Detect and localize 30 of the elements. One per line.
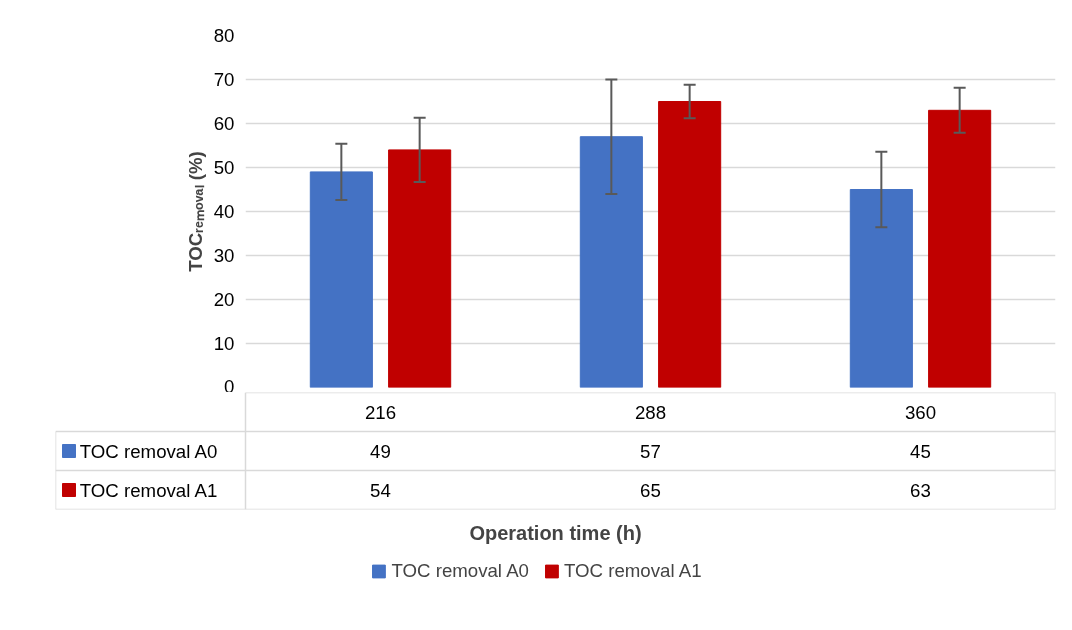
- y-axis-title: TOCᵣₑₘₒᵥₐₗ (%): [184, 151, 206, 272]
- bar: [928, 109, 992, 388]
- y-tick-label: 30: [213, 245, 235, 266]
- x-tick-label: 360: [904, 401, 937, 423]
- y-tick-label: 0: [224, 375, 235, 397]
- bar: [579, 136, 643, 388]
- y-tick-label: 80: [213, 25, 235, 46]
- y-tick-label: 20: [213, 289, 235, 310]
- x-tick-label: 216: [364, 401, 397, 423]
- data-label: 49: [370, 440, 391, 462]
- bar: [658, 101, 722, 388]
- data-label: 54: [370, 479, 391, 501]
- legend-label: TOC removal A0: [79, 440, 218, 462]
- text: TOC removal A1: [79, 479, 218, 501]
- y-tick-label: 40: [213, 201, 235, 222]
- data-label: 57: [640, 440, 661, 462]
- y-tick-label: 60: [213, 113, 235, 134]
- y-tick-label: 50: [213, 157, 235, 178]
- data-label: 45: [910, 440, 931, 462]
- data-label: 65: [640, 479, 661, 501]
- legend-label: TOC removal A1: [564, 560, 702, 582]
- bar: [309, 171, 373, 388]
- x-tick-label: 288: [634, 401, 667, 423]
- x-axis-title: Operation time (h): [469, 521, 642, 544]
- text: TOC removal A0: [391, 560, 529, 581]
- bar: [849, 189, 913, 388]
- data-label: 63: [910, 479, 931, 501]
- bar: [388, 149, 452, 388]
- y-tick-label: 10: [213, 333, 235, 354]
- y-tick-label: 70: [213, 69, 235, 90]
